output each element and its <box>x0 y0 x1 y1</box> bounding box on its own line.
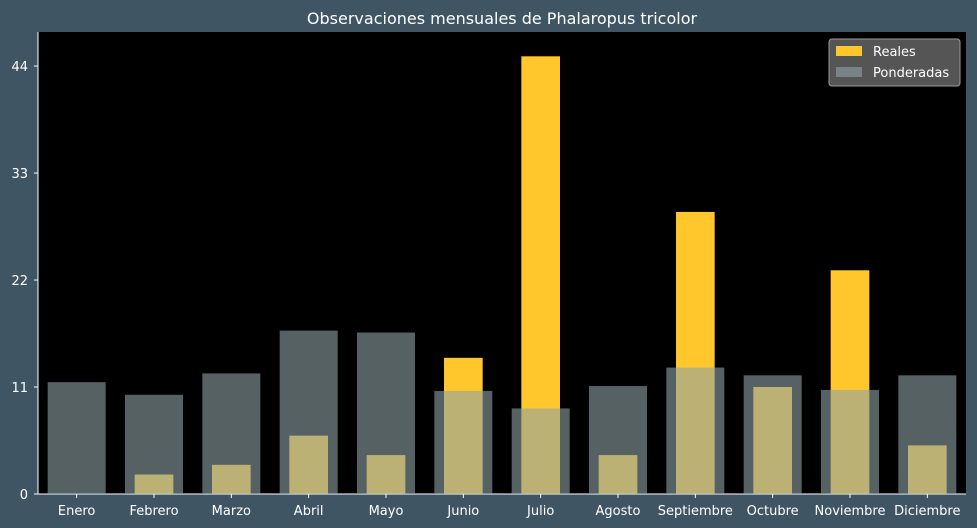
bar-ponderadas-febrero <box>125 394 183 494</box>
bar-ponderadas-diciembre <box>898 375 957 494</box>
legend-label-reales: Reales <box>873 45 916 60</box>
x-tick-label: Julio <box>526 504 554 519</box>
bar-ponderadas-abril <box>279 330 338 494</box>
y-tick-label: 11 <box>11 381 28 396</box>
legend-swatch-ponderadas <box>836 67 862 77</box>
series-ponderadas <box>47 330 957 494</box>
y-tick-label: 44 <box>11 60 28 75</box>
y-tick-label: 33 <box>11 167 28 182</box>
x-tick-label: Mayo <box>369 504 404 519</box>
bar-ponderadas-enero <box>47 382 106 494</box>
x-tick-label: Junio <box>446 504 479 519</box>
legend-label-ponderadas: Ponderadas <box>873 66 949 81</box>
bar-ponderadas-octubre <box>743 375 802 494</box>
x-tick-label: Abril <box>294 504 324 519</box>
y-tick-label: 0 <box>20 488 28 503</box>
x-tick-label: Diciembre <box>894 504 960 519</box>
bar-ponderadas-julio <box>511 408 570 494</box>
bar-ponderadas-septiembre <box>666 367 725 494</box>
x-tick-label: Marzo <box>212 504 251 519</box>
bar-ponderadas-junio <box>434 390 493 494</box>
x-tick-label: Agosto <box>596 504 641 519</box>
y-axis: 0 11 22 33 44 <box>11 32 39 503</box>
x-tick-label: Septiembre <box>658 504 733 519</box>
x-axis: Enero Febrero Marzo Abril Mayo Junio Julio Agos… <box>38 493 966 519</box>
x-tick-label: Noviembre <box>815 504 886 519</box>
legend-swatch-reales <box>836 46 862 56</box>
bar-ponderadas-agosto <box>589 386 647 494</box>
chart-title: Observaciones mensuales de Phalaropus tr… <box>307 9 698 28</box>
legend: Reales Ponderadas <box>828 38 961 87</box>
x-tick-label: Febrero <box>129 504 178 519</box>
bar-ponderadas-marzo <box>202 373 261 494</box>
x-tick-label: Octubre <box>747 504 799 519</box>
bar-ponderadas-mayo <box>357 332 415 494</box>
plot-area <box>38 32 966 494</box>
x-tick-label: Enero <box>58 504 96 519</box>
y-tick-label: 22 <box>11 274 28 289</box>
bar-ponderadas-noviembre <box>821 389 879 494</box>
